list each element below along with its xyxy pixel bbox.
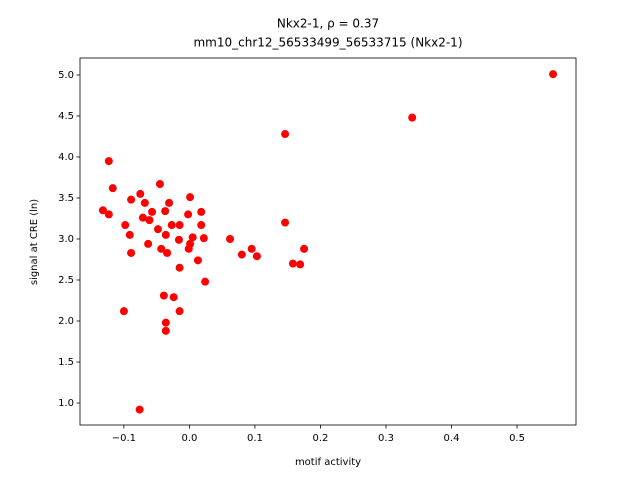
y-tick-label: 3.0: [58, 234, 74, 245]
chart-title: Nkx2-1, ρ = 0.37: [277, 17, 379, 31]
point: [125, 230, 134, 239]
y-tick-label: 3.5: [58, 193, 74, 204]
point: [281, 218, 290, 227]
point: [281, 130, 290, 139]
point: [104, 157, 113, 166]
point: [148, 207, 157, 216]
point: [161, 326, 170, 335]
point: [119, 307, 128, 316]
point: [197, 207, 206, 216]
point: [252, 252, 261, 261]
point: [188, 233, 197, 242]
x-tick-label: 0.5: [509, 433, 525, 444]
point: [104, 210, 113, 219]
point: [155, 180, 164, 189]
point: [167, 221, 176, 230]
point: [135, 405, 144, 414]
point: [296, 260, 305, 269]
x-tick-label: 0.3: [378, 433, 394, 444]
point: [184, 244, 193, 253]
point: [201, 277, 210, 286]
point: [159, 291, 168, 300]
point: [98, 206, 107, 215]
y-tick-label: 5.0: [58, 70, 74, 81]
point: [174, 235, 183, 244]
point: [184, 210, 193, 219]
point: [408, 113, 417, 122]
y-axis-label: signal at CRE (ln): [29, 199, 40, 285]
y-tick-label: 4.0: [58, 152, 74, 163]
point: [153, 225, 162, 234]
x-tick-label: 0.1: [247, 433, 263, 444]
point: [145, 216, 154, 225]
point: [138, 213, 147, 222]
point: [136, 189, 145, 198]
x-tick-label: 0.4: [444, 433, 460, 444]
point: [165, 198, 174, 207]
point: [199, 234, 208, 243]
point: [226, 234, 235, 243]
x-tick-label: 0.2: [313, 433, 329, 444]
point: [175, 221, 184, 230]
x-axis-label: motif activity: [295, 457, 361, 468]
point: [161, 318, 170, 327]
point: [197, 221, 206, 230]
y-tick-label: 2.5: [58, 275, 74, 286]
point: [144, 239, 153, 248]
point: [549, 70, 558, 79]
point: [288, 259, 297, 268]
chart-subtitle: mm10_chr12_56533499_56533715 (Nkx2-1): [193, 36, 462, 50]
point: [127, 195, 136, 204]
y-tick-label: 4.5: [58, 111, 74, 122]
point: [157, 244, 166, 253]
y-tick-label: 1.5: [58, 357, 74, 368]
point: [127, 248, 136, 257]
plot-frame: [79, 57, 577, 426]
point: [161, 207, 170, 216]
point: [175, 263, 184, 272]
y-tick-label: 1.0: [58, 398, 74, 409]
x-tick-label: −0.1: [112, 433, 136, 444]
point: [161, 230, 170, 239]
point: [186, 193, 195, 202]
point: [108, 184, 117, 193]
point: [247, 244, 256, 253]
point: [300, 244, 309, 253]
point: [140, 198, 149, 207]
point: [175, 307, 184, 316]
x-tick-label: 0.0: [181, 433, 197, 444]
point: [237, 250, 246, 259]
point: [121, 221, 130, 230]
point: [193, 256, 202, 265]
y-tick-label: 2.0: [58, 316, 74, 327]
point: [163, 248, 172, 257]
point: [169, 293, 178, 302]
